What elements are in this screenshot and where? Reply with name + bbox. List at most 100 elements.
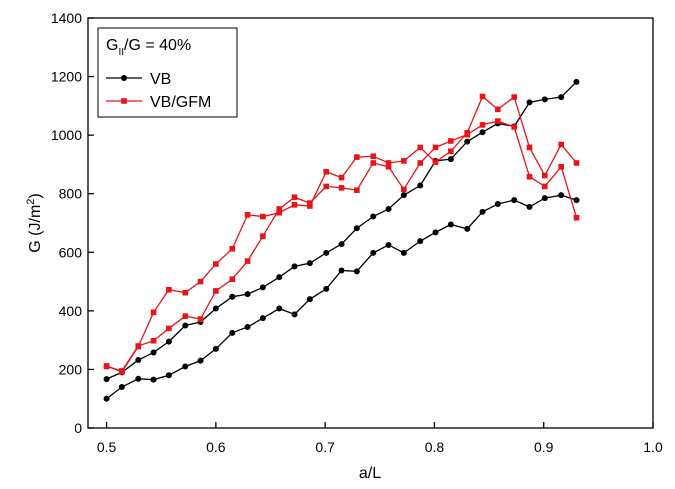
y-tick-label: 1400 bbox=[51, 10, 82, 26]
data-point bbox=[573, 78, 580, 85]
data-point bbox=[103, 376, 110, 383]
data-point bbox=[103, 395, 110, 402]
y-tick-label: 400 bbox=[59, 303, 83, 319]
legend-title-base: G bbox=[106, 37, 118, 54]
data-point bbox=[197, 278, 204, 285]
y-axis-label: G (J/m2) bbox=[25, 193, 44, 252]
data-point bbox=[479, 129, 486, 136]
y-tick-label: 600 bbox=[59, 244, 83, 260]
data-point bbox=[511, 124, 518, 130]
data-point bbox=[385, 160, 392, 166]
data-point bbox=[448, 148, 454, 155]
data-point bbox=[370, 213, 377, 220]
data-point bbox=[150, 376, 157, 383]
data-point bbox=[244, 291, 251, 298]
data-point bbox=[150, 349, 157, 356]
data-point bbox=[370, 160, 377, 166]
data-point bbox=[229, 245, 236, 252]
data-point bbox=[212, 305, 219, 312]
data-point bbox=[306, 296, 313, 303]
data-point bbox=[323, 249, 330, 256]
data-point bbox=[291, 311, 298, 318]
series-line bbox=[106, 95, 578, 373]
data-point bbox=[323, 183, 330, 190]
data-point bbox=[417, 160, 424, 166]
data-point bbox=[338, 185, 345, 191]
data-point bbox=[573, 214, 580, 221]
data-point bbox=[244, 323, 251, 330]
data-point bbox=[276, 274, 283, 281]
data-point bbox=[558, 94, 565, 101]
data-point bbox=[307, 203, 313, 209]
data-point bbox=[417, 144, 424, 151]
plot-frame bbox=[87, 17, 654, 429]
data-point bbox=[244, 212, 251, 218]
data-point bbox=[354, 187, 360, 193]
data-point bbox=[165, 372, 172, 379]
data-point bbox=[323, 285, 330, 292]
data-point bbox=[197, 357, 204, 364]
x-tick-label: 0.5 bbox=[97, 439, 117, 455]
data-point bbox=[259, 284, 266, 291]
data-point bbox=[135, 375, 142, 382]
data-point bbox=[401, 158, 407, 164]
data-point bbox=[118, 384, 125, 390]
data-point bbox=[276, 209, 283, 216]
data-point bbox=[323, 168, 330, 175]
data-point bbox=[464, 131, 471, 138]
data-point bbox=[495, 106, 501, 113]
data-point bbox=[558, 192, 565, 199]
data-point bbox=[526, 203, 533, 210]
data-point bbox=[182, 322, 189, 329]
data-point bbox=[165, 338, 172, 345]
data-point bbox=[259, 315, 266, 322]
data-point bbox=[417, 182, 424, 189]
data-point bbox=[182, 363, 189, 370]
x-tick-label: 0.6 bbox=[206, 439, 226, 455]
data-point bbox=[479, 93, 486, 100]
data-point bbox=[229, 293, 236, 300]
data-point bbox=[542, 183, 548, 190]
data-point bbox=[213, 261, 219, 267]
data-point bbox=[291, 263, 298, 270]
data-point bbox=[260, 233, 266, 239]
data-point bbox=[447, 221, 454, 228]
data-point bbox=[229, 276, 236, 283]
data-point bbox=[370, 249, 377, 256]
y-tick-label: 0 bbox=[74, 420, 82, 436]
data-point bbox=[385, 205, 392, 212]
data-point bbox=[464, 138, 471, 145]
data-point bbox=[353, 268, 360, 275]
data-point bbox=[121, 98, 127, 104]
data-point bbox=[150, 337, 157, 344]
data-point bbox=[182, 313, 189, 319]
x-tick-label: 0.9 bbox=[534, 439, 554, 455]
data-point bbox=[135, 343, 142, 349]
data-point bbox=[197, 316, 204, 322]
data-point bbox=[291, 202, 298, 208]
data-point bbox=[306, 260, 313, 267]
x-tick-label: 0.7 bbox=[315, 439, 335, 455]
y-label-rest: ) bbox=[27, 193, 44, 198]
legend-label: VB/GFM bbox=[150, 94, 211, 111]
data-point bbox=[213, 288, 219, 294]
x-tick-label: 0.8 bbox=[425, 439, 445, 455]
data-point bbox=[526, 173, 533, 180]
legend-title: GII/G = 40% bbox=[106, 37, 191, 58]
data-point bbox=[370, 153, 377, 160]
data-point bbox=[229, 329, 236, 336]
data-point bbox=[385, 241, 392, 248]
data-point bbox=[573, 160, 580, 166]
y-tick-label: 200 bbox=[59, 361, 83, 377]
data-point bbox=[353, 225, 360, 232]
data-point bbox=[541, 195, 548, 202]
data-point bbox=[526, 99, 533, 106]
data-point bbox=[558, 141, 565, 148]
data-point bbox=[121, 75, 127, 81]
data-point bbox=[432, 159, 439, 165]
data-point bbox=[276, 305, 283, 312]
data-point bbox=[464, 225, 471, 232]
data-point bbox=[307, 200, 313, 206]
data-point bbox=[212, 345, 219, 352]
